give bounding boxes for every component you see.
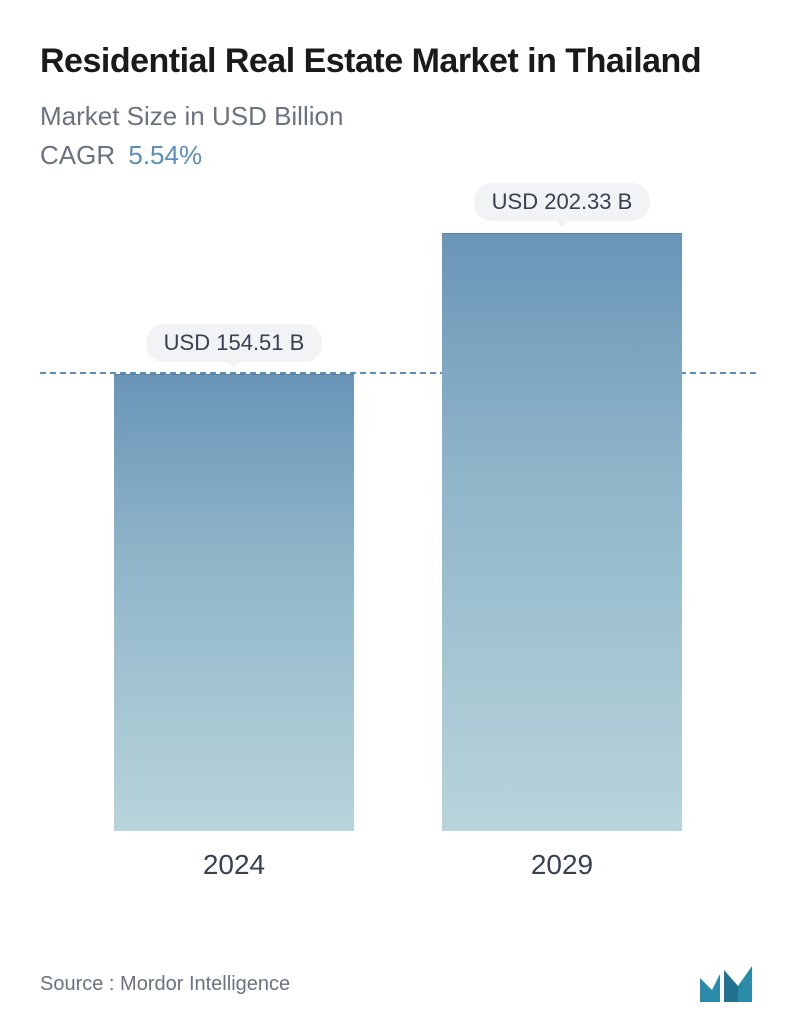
chart-title: Residential Real Estate Market in Thaila… — [40, 40, 756, 83]
mordor-logo-icon — [698, 964, 756, 1004]
chart-container: Residential Real Estate Market in Thaila… — [0, 0, 796, 1034]
cagr-label: CAGR — [40, 140, 115, 170]
chart-subtitle: Market Size in USD Billion — [40, 101, 756, 132]
bars-wrap: USD 154.51 B USD 202.33 B — [40, 211, 756, 831]
source-text: Source : Mordor Intelligence — [40, 973, 290, 996]
cagr-row: CAGR 5.54% — [40, 140, 756, 171]
bar-group-2024: USD 154.51 B — [104, 374, 364, 830]
bar-2029 — [442, 233, 682, 830]
bar-fill — [114, 374, 354, 830]
cagr-value: 5.54% — [128, 140, 202, 170]
bar-group-2029: USD 202.33 B — [432, 233, 692, 830]
x-axis-labels: 2024 2029 — [40, 831, 756, 881]
bar-2024 — [114, 374, 354, 830]
chart-footer: Source : Mordor Intelligence — [40, 924, 756, 1014]
value-label-2024: USD 154.51 B — [146, 324, 323, 362]
value-label-2029: USD 202.33 B — [474, 183, 651, 221]
x-label-2029: 2029 — [432, 849, 692, 881]
x-label-2024: 2024 — [104, 849, 364, 881]
chart-area: USD 154.51 B USD 202.33 B 2024 2029 — [40, 211, 756, 925]
bar-fill — [442, 233, 682, 830]
chart-inner: USD 154.51 B USD 202.33 B — [40, 211, 756, 831]
